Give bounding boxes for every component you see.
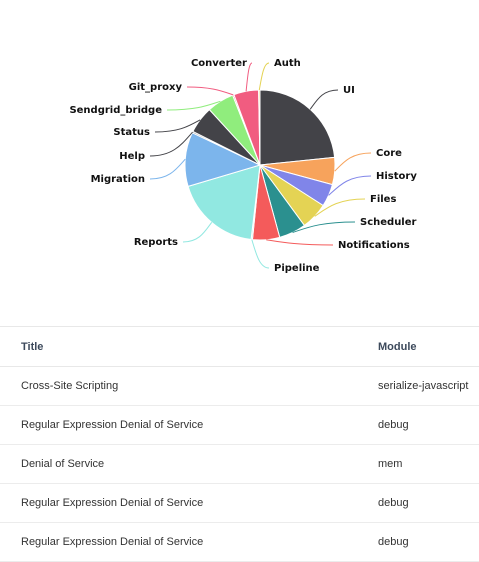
slice-label: Converter xyxy=(191,58,247,69)
connector-line xyxy=(182,222,213,243)
slice-label: Scheduler xyxy=(360,217,417,228)
slice-label: Pipeline xyxy=(274,263,320,274)
connector-line xyxy=(149,158,186,180)
slice-label: Help xyxy=(119,151,145,162)
pie-chart: UI Core History Files Scheduler Notifications… xyxy=(69,58,417,274)
connector-line xyxy=(309,89,339,110)
vulnerability-table: Title Module Cross-Site Scripting serial… xyxy=(0,327,479,562)
connector-line xyxy=(245,62,253,92)
cell-title: Regular Expression Denial of Service xyxy=(0,405,378,445)
table-row[interactable]: Regular Expression Denial of Service deb… xyxy=(0,483,479,523)
connector-line xyxy=(166,100,221,111)
pie-slice-auth[interactable] xyxy=(258,89,261,166)
cell-title: Denial of Service xyxy=(0,444,378,484)
connector-line xyxy=(334,152,372,172)
connector-line xyxy=(266,239,334,246)
connector-line xyxy=(292,221,356,233)
table-row[interactable]: Regular Expression Denial of Service deb… xyxy=(0,522,479,562)
pie-slice-ui[interactable] xyxy=(259,89,336,166)
column-header-title[interactable]: Title xyxy=(0,327,378,367)
cell-module: debug xyxy=(378,483,479,523)
column-header-module[interactable]: Module xyxy=(378,327,479,367)
connector-line xyxy=(154,119,201,133)
cell-module: debug xyxy=(378,405,479,445)
connector-line xyxy=(149,131,193,157)
cell-module: mem xyxy=(378,444,479,484)
slice-label: Reports xyxy=(134,237,178,248)
slice-label: Notifications xyxy=(338,240,410,251)
connector-line xyxy=(258,62,270,91)
slice-label: Auth xyxy=(274,58,301,69)
cell-module: serialize-javascript xyxy=(378,366,479,406)
slice-label: Files xyxy=(370,194,396,205)
slice-label: Migration xyxy=(91,174,145,185)
connector-line xyxy=(251,239,270,269)
connector-line xyxy=(186,86,234,96)
slice-label: History xyxy=(376,171,417,182)
cell-title: Regular Expression Denial of Service xyxy=(0,483,378,523)
slice-label: Git_proxy xyxy=(129,82,183,93)
slice-label: Status xyxy=(113,127,150,138)
pie-slice-reports[interactable] xyxy=(187,164,261,241)
table-row[interactable]: Denial of Service mem xyxy=(0,444,479,484)
cell-module: debug xyxy=(378,522,479,562)
vulnerability-table-container: Title Module Cross-Site Scripting serial… xyxy=(0,326,479,562)
slice-label: UI xyxy=(343,85,355,96)
slice-label: Core xyxy=(376,148,402,159)
connector-line xyxy=(328,175,372,196)
table-header-row: Title Module xyxy=(0,327,479,367)
cell-title: Cross-Site Scripting xyxy=(0,366,378,406)
pie-chart-svg: UI Core History Files Scheduler Notifications… xyxy=(69,58,417,274)
connector-line xyxy=(314,198,366,217)
table-row[interactable]: Regular Expression Denial of Service deb… xyxy=(0,405,479,445)
cell-title: Regular Expression Denial of Service xyxy=(0,522,378,562)
table-row[interactable]: Cross-Site Scripting serialize-javascrip… xyxy=(0,366,479,406)
slice-label: Sendgrid_bridge xyxy=(69,105,162,116)
